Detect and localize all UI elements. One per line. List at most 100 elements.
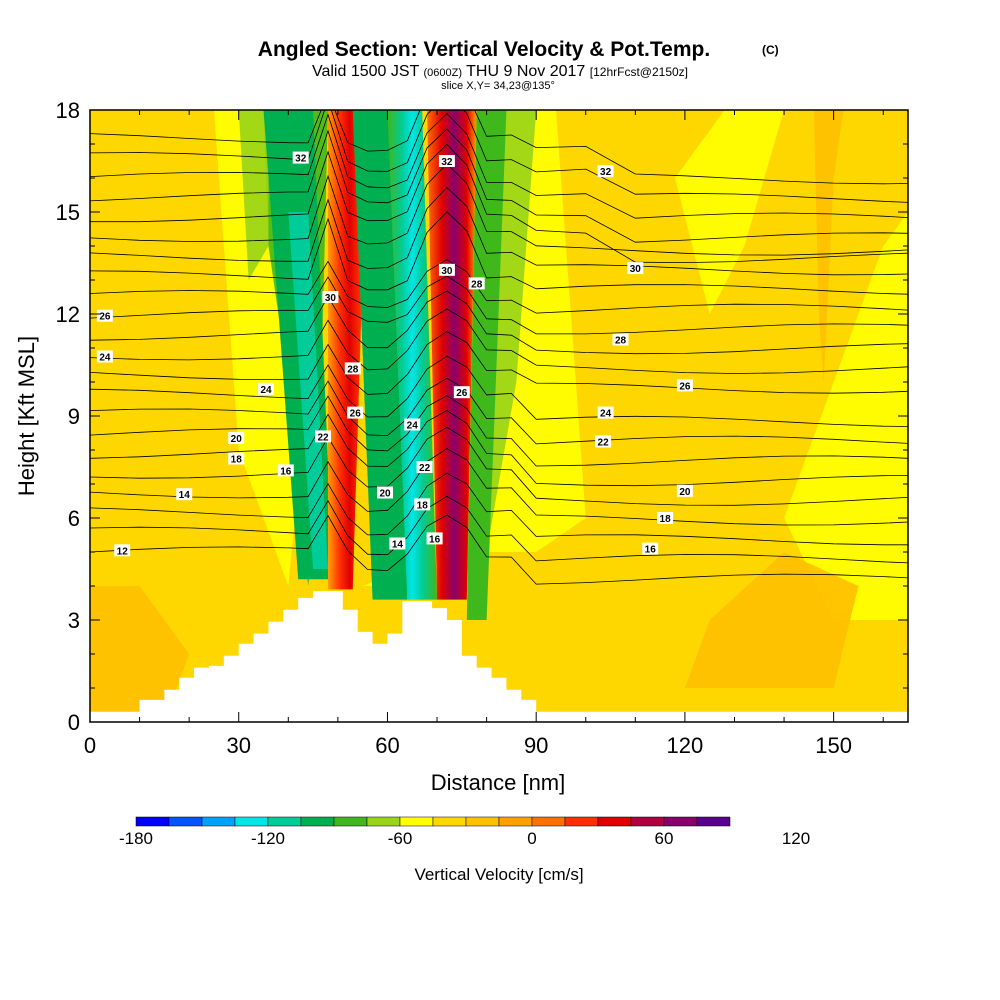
contour-label-9: 26: [347, 406, 364, 420]
theta-contour-17: [90, 410, 908, 487]
velocity-shade-3: [674, 110, 785, 314]
contour-label-29: 20: [676, 484, 693, 498]
contour-label-text: 20: [231, 434, 243, 445]
title-units: (C): [762, 43, 779, 57]
colorbar-swatch: [333, 816, 368, 827]
colorbar-swatch: [399, 816, 434, 827]
contour-label-bg: [676, 484, 693, 497]
colorbar-swatch: [663, 816, 698, 827]
velocity-shade-2: [784, 212, 908, 620]
theta-contour-18: [90, 395, 908, 467]
contour-label-19: 26: [453, 386, 470, 399]
y-tick-label: 9: [68, 404, 80, 429]
plot-area: 12 14 16 18 20 22 24 24 26 26 28 30 32 24 22 20 18 16 14 26…: [90, 110, 908, 722]
contour-label-bg: [642, 542, 659, 555]
colorbar-swatch: [696, 816, 731, 827]
theta-contour-21: [90, 331, 908, 395]
contour-label-bg: [344, 362, 361, 375]
y-tick-label: 12: [56, 302, 80, 327]
contour-label-text: 26: [679, 381, 691, 392]
contour-label-23: 32: [597, 165, 614, 178]
contour-label-2: 16: [277, 464, 294, 477]
downdraft-band-2: [387, 110, 438, 600]
contour-label-bg: [416, 461, 433, 473]
contour-label-30: 18: [657, 512, 674, 525]
colorbar-tick-label: 0: [527, 829, 536, 848]
y-axis-label: Height [Kft MSL]: [14, 336, 39, 496]
contour-label-text: 24: [99, 353, 111, 364]
contour-label-text: 18: [660, 514, 672, 525]
colorbar: -180 -120 -60 0 60 120: [119, 816, 810, 848]
colorbar-swatch: [201, 816, 236, 827]
contour-label-27: 24: [597, 406, 614, 420]
contour-label-text: 20: [679, 487, 691, 498]
colorbar-swatch: [531, 816, 566, 827]
contour-label-13: 24: [404, 418, 421, 432]
x-tick-label: 60: [375, 733, 399, 758]
colorbar-swatch: [465, 816, 500, 827]
contour-label-text: 18: [417, 500, 429, 511]
contour-label-7: 24: [96, 350, 113, 364]
velocity-shade-5: [684, 552, 859, 688]
theta-contour-13: [90, 495, 908, 564]
colorbar-tick-label: -60: [388, 829, 413, 848]
contour-label-3: 18: [228, 452, 245, 466]
contour-label-bg: [414, 498, 431, 511]
chart-subtitle: Valid 1500 JST (0600Z) THU 9 Nov 2017 [1…: [312, 63, 688, 80]
contour-label-text: 30: [630, 264, 642, 275]
contour-label-bg: [277, 464, 294, 477]
colorbar-swatch: [432, 816, 467, 827]
contour-label-25: 28: [612, 333, 629, 347]
contour-label-26: 26: [676, 379, 693, 392]
contour-label-6: 24: [258, 382, 274, 396]
contour-label-text: 24: [600, 409, 612, 420]
contour-label-12: 32: [292, 151, 309, 165]
x-tick-label: 90: [524, 733, 548, 758]
contour-label-text: 30: [325, 293, 337, 304]
contour-label-bg: [377, 486, 393, 499]
contour-label-31: 16: [642, 542, 659, 556]
contour-label-bg: [597, 406, 614, 419]
theta-contour-30: [90, 128, 908, 243]
contour-label-text: 20: [379, 489, 391, 500]
theta-contour-19: [90, 377, 908, 445]
contour-label-bg: [627, 262, 644, 275]
theta-contour-14: [90, 472, 908, 546]
x-tick-label: 150: [815, 733, 852, 758]
subtitle-main: Valid 1500 JST: [312, 63, 420, 80]
contour-label-bg: [426, 532, 443, 545]
colorbar-tick-label: 60: [655, 829, 674, 848]
contour-label-text: 32: [295, 154, 307, 165]
contour-label-bg: [96, 309, 113, 322]
colorbar-swatch: [300, 816, 335, 827]
theta-contour-31: [90, 113, 908, 219]
contour-label-text: 16: [645, 545, 657, 556]
theta-contour-27: [90, 186, 908, 276]
contour-label-bg: [438, 155, 455, 167]
contour-label-16: 18: [414, 498, 431, 511]
contour-label-bg: [228, 432, 245, 445]
contour-label-8: 26: [96, 309, 113, 323]
contour-label-14: 22: [416, 461, 433, 474]
contour-label-bg: [258, 382, 274, 395]
contour-label-text: 22: [419, 463, 431, 474]
x-tick-label: 120: [667, 733, 704, 758]
colorbar-swatch: [168, 816, 203, 827]
contour-label-bg: [468, 277, 485, 290]
subtitle-date: THU 9 Nov 2017: [466, 63, 585, 80]
contour-label-28: 22: [595, 435, 612, 449]
contour-label-text: 32: [600, 167, 612, 178]
colorbar-swatch: [564, 816, 599, 827]
chart-title: Angled Section: Vertical Velocity & Pot.…: [258, 38, 710, 61]
theta-contour-26: [90, 211, 908, 295]
colorbar-tick-label: 120: [782, 829, 810, 848]
contour-label-22: 32: [438, 155, 455, 168]
contour-label-text: 24: [407, 421, 419, 432]
theta-contour-24: [90, 275, 908, 335]
theta-contour-25: [90, 259, 908, 314]
contour-label-bg: [657, 512, 674, 524]
contour-label-text: 24: [260, 385, 272, 396]
contour-label-bg: [176, 488, 193, 501]
downdraft-band-right: [466, 110, 507, 620]
